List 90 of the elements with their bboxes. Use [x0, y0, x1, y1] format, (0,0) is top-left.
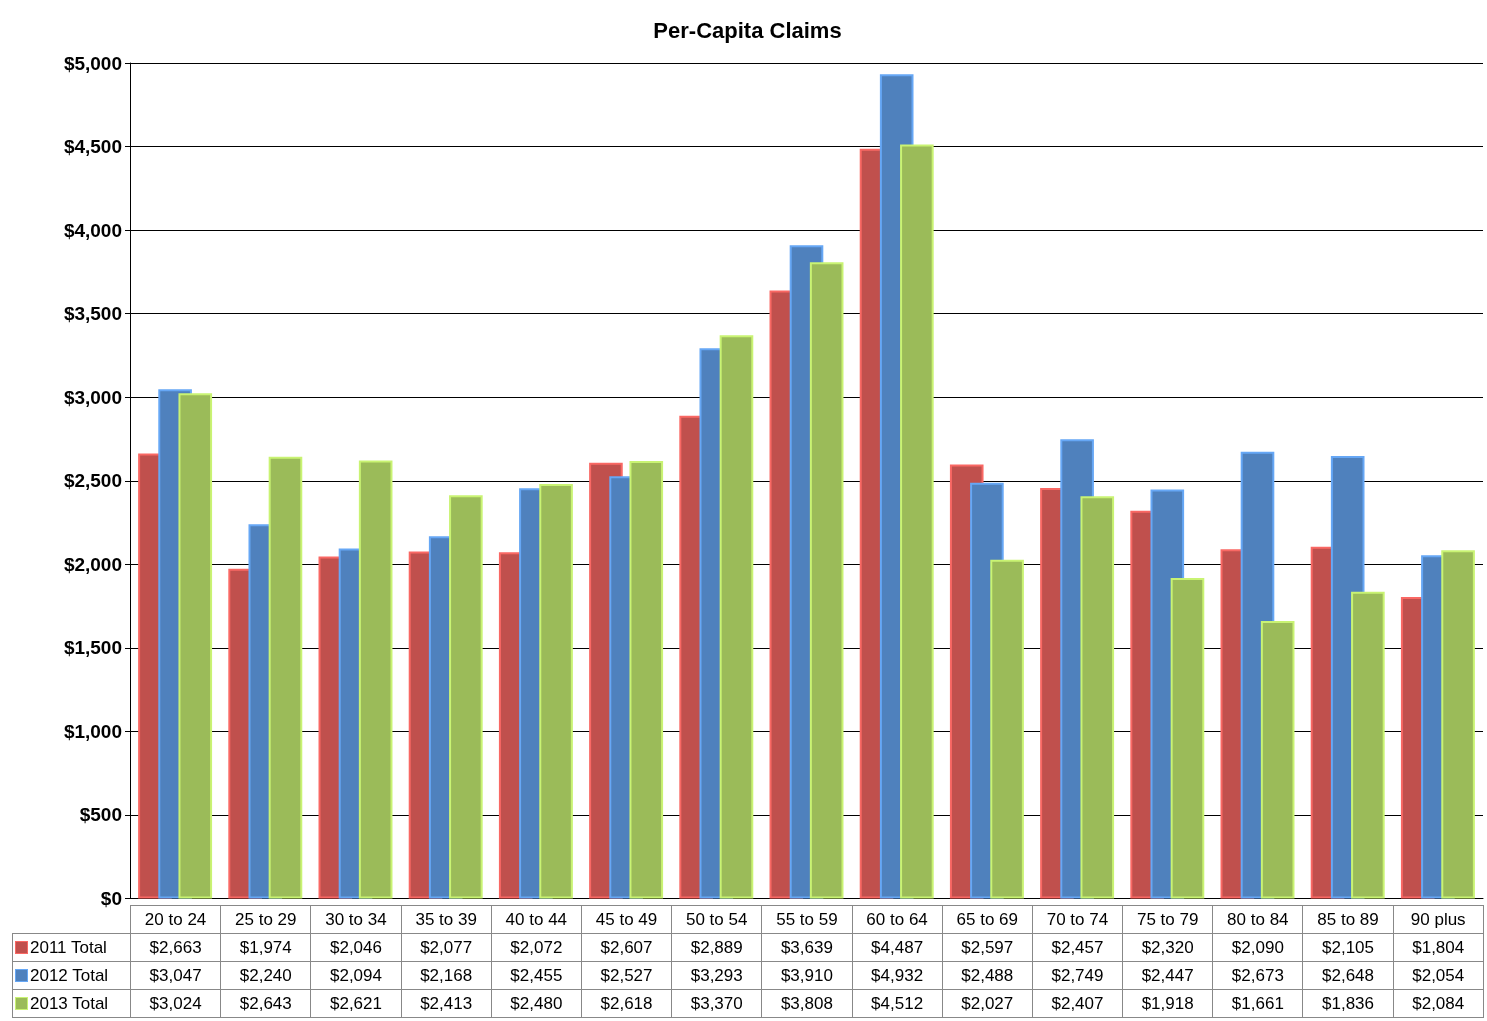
legend-label: 2012 Total [30, 965, 109, 985]
data-label: $2,168 [401, 961, 492, 990]
bar [629, 461, 664, 899]
data-label: $2,663 [130, 933, 221, 962]
bar [1351, 591, 1385, 899]
x-tick-label: 60 to 64 [852, 905, 943, 934]
bar [1260, 620, 1295, 899]
data-label: $2,105 [1302, 933, 1394, 962]
y-tick-label: $5,000 [63, 52, 122, 74]
y-tick-label: $1,000 [63, 720, 122, 742]
data-label: $1,804 [1393, 933, 1484, 962]
data-label: $2,457 [1032, 933, 1123, 962]
data-label: $2,643 [220, 989, 311, 1018]
data-label: $2,447 [1122, 961, 1213, 990]
data-label: $2,480 [491, 989, 582, 1018]
data-label: $2,889 [671, 933, 762, 962]
data-label: $2,607 [581, 933, 672, 962]
data-label: $2,027 [942, 989, 1033, 1018]
data-label: $2,407 [1032, 989, 1123, 1018]
y-tick-label: $3,000 [63, 386, 122, 408]
chart-title: Per-Capita Claims [653, 17, 842, 43]
data-label: $2,455 [491, 961, 582, 990]
data-label: $2,618 [581, 989, 672, 1018]
data-label: $3,808 [761, 989, 852, 1018]
y-tick-label: $2,500 [63, 470, 122, 492]
data-label: $2,046 [310, 933, 402, 962]
bar [539, 484, 573, 899]
bar [719, 335, 754, 899]
data-label: $2,320 [1122, 933, 1213, 962]
data-label: $2,621 [310, 989, 402, 1018]
x-tick-label: 65 to 69 [942, 905, 1033, 934]
data-label: $2,413 [401, 989, 492, 1018]
data-label: $2,090 [1212, 933, 1303, 962]
bar [178, 393, 213, 899]
data-label: $2,077 [401, 933, 492, 962]
data-label: $1,836 [1302, 989, 1394, 1018]
data-label: $3,024 [130, 989, 221, 1018]
x-tick-label: 70 to 74 [1032, 905, 1123, 934]
legend-label: 2011 Total [30, 937, 107, 957]
bar [990, 559, 1024, 899]
x-tick-label: 30 to 34 [310, 905, 402, 934]
x-tick-label: 90 plus [1393, 905, 1484, 934]
y-tick-label: $4,000 [63, 219, 122, 241]
y-tick-label: $2,000 [63, 553, 122, 575]
bar [358, 460, 393, 899]
y-tick-label: $0 [100, 888, 122, 909]
x-tick-label: 40 to 44 [491, 905, 582, 934]
data-label: $4,487 [852, 933, 943, 962]
bar [268, 456, 303, 899]
data-label: $2,749 [1032, 961, 1123, 990]
x-tick-label: 55 to 59 [761, 905, 852, 934]
bar [1080, 496, 1115, 899]
x-tick-label: 80 to 84 [1212, 905, 1303, 934]
data-label: $1,661 [1212, 989, 1303, 1018]
data-label: $2,597 [942, 933, 1033, 962]
data-label: $2,527 [581, 961, 672, 990]
x-tick-label: 35 to 39 [401, 905, 492, 934]
bar [1441, 550, 1475, 899]
data-label: $2,648 [1302, 961, 1394, 990]
bar [900, 144, 934, 899]
data-label: $1,974 [220, 933, 311, 962]
data-label: $2,240 [220, 961, 311, 990]
bar [449, 495, 483, 899]
data-label: $2,094 [310, 961, 402, 990]
x-tick-label: 75 to 79 [1122, 905, 1213, 934]
data-label: $1,918 [1122, 989, 1213, 1018]
data-label: $2,488 [942, 961, 1033, 990]
data-label: $2,072 [491, 933, 582, 962]
bar [1170, 578, 1205, 899]
data-label: $3,910 [761, 961, 852, 990]
data-label: $4,512 [852, 989, 943, 1018]
data-label: $2,084 [1393, 989, 1484, 1018]
data-label: $4,932 [852, 961, 943, 990]
y-tick-label: $1,500 [63, 637, 122, 659]
x-tick-label: 20 to 24 [130, 905, 221, 934]
data-label: $3,293 [671, 961, 762, 990]
bar [809, 262, 844, 899]
data-label: $3,047 [130, 961, 221, 990]
y-tick-label: $4,500 [63, 136, 122, 158]
data-label: $3,370 [671, 989, 762, 1018]
y-tick-label: $3,500 [63, 303, 122, 325]
y-tick-label: $500 [79, 804, 122, 826]
data-label: $3,639 [761, 933, 852, 962]
legend-label: 2013 Total [30, 993, 109, 1013]
data-label: $2,054 [1393, 961, 1484, 990]
x-tick-label: 25 to 29 [220, 905, 311, 934]
x-tick-label: 50 to 54 [671, 905, 762, 934]
x-tick-label: 85 to 89 [1302, 905, 1394, 934]
x-tick-label: 45 to 49 [581, 905, 672, 934]
data-label: $2,673 [1212, 961, 1303, 990]
